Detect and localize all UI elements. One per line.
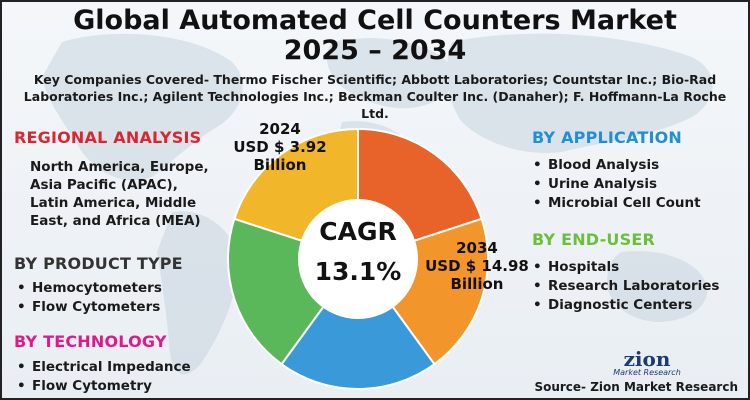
end-user-list: Hospitals Research Laboratories Diagnost… [530, 258, 719, 315]
value-2024: USD $ 3.92 [233, 138, 327, 156]
list-item: Microbial Cell Count [530, 194, 701, 213]
list-item: Diagnostic Centers [530, 296, 719, 315]
title-line-2: 2025 – 2034 [283, 35, 467, 66]
unit-2034: Billion [450, 275, 504, 293]
application-heading: BY APPLICATION [532, 128, 683, 147]
list-item: Research Laboratories [530, 277, 719, 296]
page-title: Global Automated Cell Counters Market 20… [2, 6, 748, 66]
regional-analysis-text: North America, Europe, Asia Pacific (APA… [30, 159, 209, 229]
logo-name: zion [623, 347, 671, 371]
product-type-list: Hemocytometers Flow Cytometers [14, 279, 162, 317]
unit-2024: Billion [253, 156, 307, 174]
technology-heading: BY TECHNOLOGY [14, 332, 167, 351]
end-user-heading: BY END-USER [532, 230, 655, 249]
key-companies-text: Key Companies Covered- Thermo Fischer Sc… [23, 72, 727, 121]
year-2024: 2024 [259, 120, 301, 138]
donut-segment [280, 257, 436, 390]
cagr-label: CAGR [319, 217, 397, 246]
regional-analysis-heading: REGIONAL ANALYSIS [14, 128, 202, 147]
list-item: Flow Cytometry [14, 377, 191, 396]
technology-list: Electrical Impedance Flow Cytometry [14, 358, 191, 396]
market-value-2034: 2034 USD $ 14.98 Billion [412, 239, 542, 293]
logo-subtitle: Market Research [613, 368, 681, 377]
application-list: Blood Analysis Urine Analysis Microbial … [530, 156, 701, 213]
donut-center [298, 199, 418, 319]
list-item: Hemocytometers [14, 279, 162, 298]
source-note: Source- Zion Market Research [534, 380, 738, 394]
product-type-heading: BY PRODUCT TYPE [14, 254, 183, 273]
list-item: Blood Analysis [530, 156, 701, 175]
list-item: Flow Cytometers [14, 298, 162, 317]
zion-logo: zion Market Research [612, 347, 682, 377]
market-value-2024: 2024 USD $ 3.92 Billion [220, 120, 340, 174]
list-item: Electrical Impedance [14, 358, 191, 377]
cagr-value: 13.1% [314, 257, 402, 286]
list-item: Hospitals [530, 258, 719, 277]
list-item: Urine Analysis [530, 175, 701, 194]
title-line-1: Global Automated Cell Counters Market [73, 5, 677, 36]
year-2034: 2034 [456, 239, 498, 257]
value-2034: USD $ 14.98 [425, 257, 529, 275]
